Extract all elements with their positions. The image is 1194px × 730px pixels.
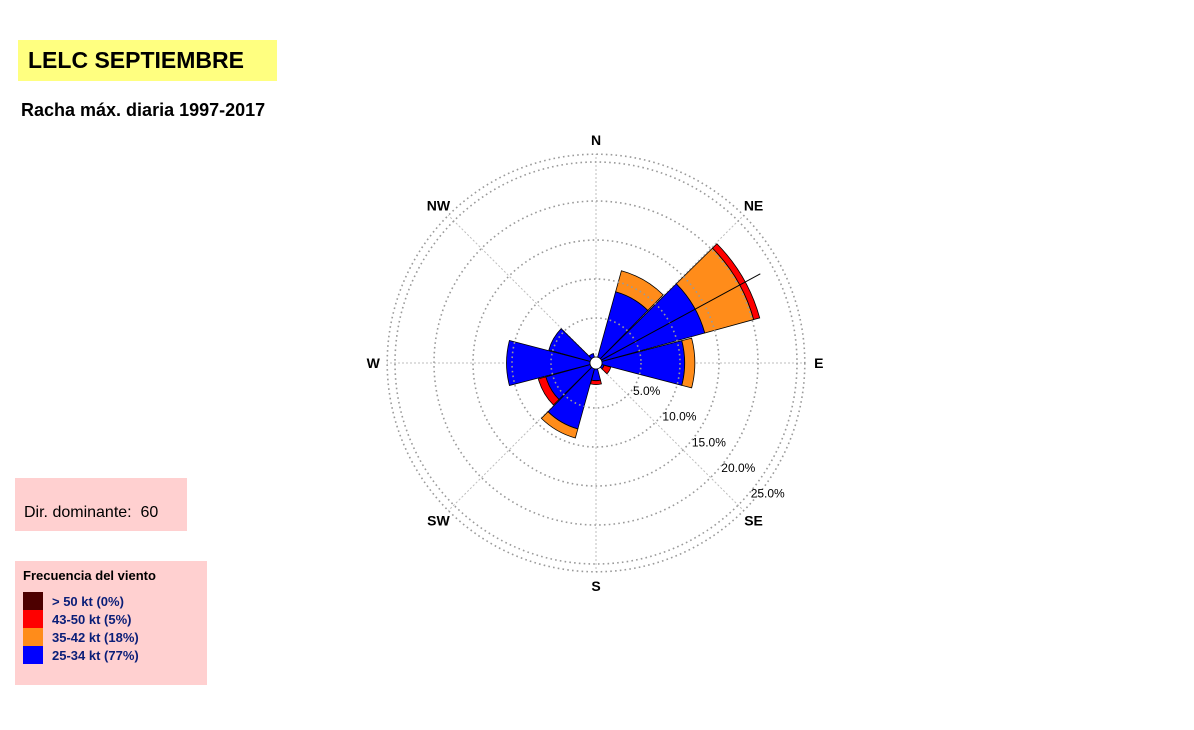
sector-240-43-50-kt [537,376,560,406]
spoke-line [595,215,744,364]
ring-10 [511,278,681,448]
ring-5 [550,317,642,409]
sector-60-43-50-kt [711,243,761,321]
legend-swatch [23,628,43,646]
legend-item-over-50: > 50 kt (0%) [23,592,207,610]
legend-swatch [23,592,43,610]
ring-outer [386,153,806,573]
legend-item-25-34: 25-34 kt (77%) [23,646,207,664]
ring-25 [394,161,798,565]
radial-tick-label: 10.0% [662,410,696,424]
spoke-line [448,362,597,511]
legend-label: 35-42 kt (18%) [52,629,139,645]
compass-label-ne: NE [744,197,763,213]
legend-item-43-50: 43-50 kt (5%) [23,610,207,628]
dominant-direction-value: 60 [140,504,159,521]
legend: Frecuencia del viento > 50 kt (0%) 43-50… [15,561,207,685]
sector-120-43-50-kt [601,364,612,375]
compass-label-s: S [591,578,600,594]
sector-90-35-42-kt [681,337,696,389]
radial-tick-label: 5.0% [633,384,661,398]
ring-15 [472,239,720,487]
spoke-line [448,215,597,364]
dominant-direction-box: Dir. dominante: 60 [15,478,187,531]
compass-label-e: E [814,355,823,371]
legend-title: Frecuencia del viento [23,568,156,583]
dominant-direction-line [595,273,761,364]
legend-label: 43-50 kt (5%) [52,611,132,627]
compass-label-sw: SW [427,513,450,529]
legend-swatch [23,646,43,664]
compass-label-w: W [367,355,381,371]
sector-30-35-42-kt [615,270,664,311]
compass-label-n: N [591,132,601,148]
spoke-line [595,362,744,511]
radial-tick-label: 25.0% [751,486,785,500]
chart-title: LELC SEPTIEMBRE [18,40,277,81]
legend-label: 25-34 kt (77%) [52,647,139,663]
radial-tick-label: 20.0% [721,461,755,475]
sector-210-35-42-kt [540,411,579,439]
sector-180-43-50-kt [590,379,602,385]
dominant-direction-label: Dir. dominante: [24,504,132,521]
center-hole [589,356,603,370]
radial-tick-label: 15.0% [692,435,726,449]
legend-swatch [23,610,43,628]
legend-label: > 50 kt (0%) [52,593,124,609]
chart-subtitle: Racha máx. diaria 1997-2017 [21,100,266,120]
ring-20 [433,200,759,526]
legend-item-35-42: 35-42 kt (18%) [23,628,207,646]
compass-label-nw: NW [427,197,451,213]
compass-label-se: SE [744,513,763,529]
